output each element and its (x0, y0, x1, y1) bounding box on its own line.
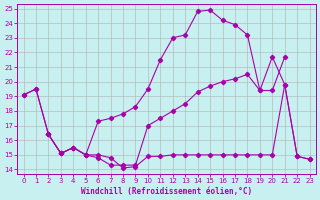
X-axis label: Windchill (Refroidissement éolien,°C): Windchill (Refroidissement éolien,°C) (81, 187, 252, 196)
